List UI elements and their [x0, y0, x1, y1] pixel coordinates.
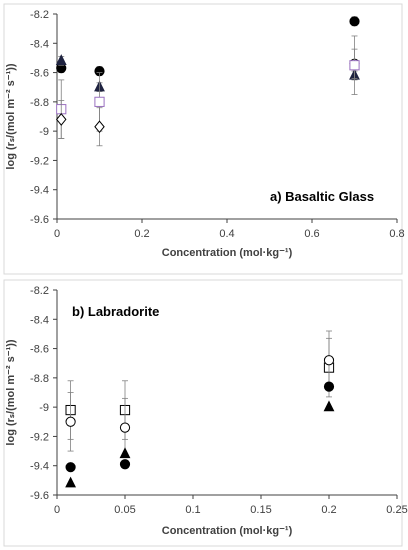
x-tick-label: 0.2 — [134, 228, 149, 240]
data-point-open-square — [94, 96, 105, 107]
y-tick-label: -9.4 — [30, 185, 49, 197]
data-point-open-diamond — [94, 120, 105, 134]
chart-frame — [3, 279, 403, 547]
x-tick-label: 0.4 — [219, 228, 234, 240]
x-tick-label: 0 — [54, 228, 60, 240]
series-open-circle — [65, 330, 335, 458]
y-tick-label: -9.6 — [30, 214, 49, 226]
y-tick-label: -8.4 — [30, 314, 49, 326]
panel-label: b) Labradorite — [72, 304, 159, 319]
series-filled-triangle — [65, 400, 335, 488]
y-tick-label: -8.6 — [30, 344, 49, 356]
data-point-filled-triangle — [65, 476, 77, 488]
series-filled-circle — [65, 381, 335, 473]
data-point-open-diamond — [56, 113, 67, 126]
x-tick-label: 0.6 — [304, 228, 319, 240]
y-tick-label: -8.6 — [30, 68, 49, 80]
y-tick-label: -9.6 — [30, 490, 49, 502]
data-point-filled-circle — [119, 459, 131, 470]
y-tick-label: -9.2 — [30, 155, 49, 167]
data-point-open-square — [349, 60, 360, 71]
y-tick-label: -9.2 — [30, 431, 49, 443]
y-tick-label: -8.8 — [30, 97, 49, 109]
x-tick-label: 0 — [54, 504, 60, 516]
data-point-filled-triangle — [55, 54, 67, 65]
y-tick-label: -9 — [39, 126, 49, 138]
y-tick-label: -9.4 — [30, 461, 49, 473]
x-tick-label: 0.8 — [389, 228, 404, 240]
data-point-open-circle — [65, 416, 76, 427]
x-tick-label: 0.15 — [250, 504, 271, 516]
series-open-diamond — [56, 99, 105, 147]
x-axis-title: Concentration (mol·kg⁻¹) — [162, 247, 293, 259]
data-point-filled-circle — [323, 381, 335, 392]
chart-frame — [3, 3, 403, 275]
x-tick-label: 0.1 — [185, 504, 200, 516]
data-point-filled-circle — [65, 462, 76, 473]
y-axis-title: log (rₛ/(mol m⁻² s⁻¹)) — [5, 63, 17, 169]
y-axis-title: log (rₛ/(mol m⁻² s⁻¹)) — [5, 339, 17, 445]
x-tick-label: 0.05 — [114, 504, 135, 516]
y-tick-label: -8.4 — [30, 38, 49, 50]
data-point-open-circle — [323, 355, 335, 366]
panel-a-basaltic-glass: -9.6 -9.4 -9.2 -9 -8.8 -8.6 -8.4 -8.2 0 0.2 0.4 0.6… — [3, 3, 405, 275]
data-point-filled-triangle — [323, 400, 335, 412]
panel-label: a) Basaltic Glass — [270, 189, 374, 204]
x-axis-title: Concentration (mol·kg⁻¹) — [162, 525, 293, 537]
series-filled-circle — [56, 16, 360, 77]
series-open-square — [65, 337, 335, 440]
y-tick-label: -8.2 — [30, 285, 49, 297]
y-tick-label: -9 — [39, 402, 49, 414]
data-point-filled-triangle — [119, 447, 131, 459]
y-tick-label: -8.8 — [30, 373, 49, 385]
x-tick-label: 0.2 — [321, 504, 336, 516]
x-tick-label: 0.25 — [386, 504, 407, 516]
y-tick-label: -8.2 — [30, 9, 49, 21]
data-point-filled-circle — [349, 16, 360, 27]
panel-b-labradorite: -9.6 -9.4 -9.2 -9 -8.8 -8.6 -8.4 -8.2 0 0.05 0.1 0.… — [3, 279, 408, 547]
data-point-open-circle — [119, 422, 131, 433]
